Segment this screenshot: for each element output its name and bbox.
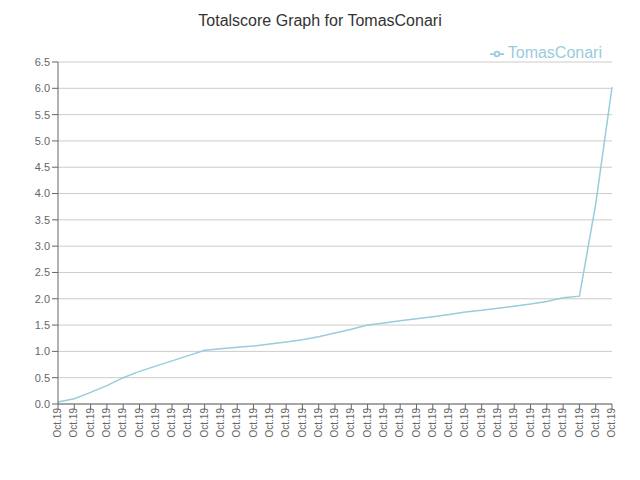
svg-text:5.5: 5.5: [35, 109, 50, 121]
svg-text:Oct.19: Oct.19: [117, 408, 128, 438]
svg-text:Oct.19: Oct.19: [606, 408, 617, 438]
svg-text:Oct.19: Oct.19: [134, 408, 145, 438]
svg-text:Oct.19: Oct.19: [150, 408, 161, 438]
svg-text:0.5: 0.5: [35, 372, 50, 384]
svg-text:4.5: 4.5: [35, 161, 50, 173]
svg-text:4.0: 4.0: [35, 187, 50, 199]
svg-text:Oct.19: Oct.19: [297, 408, 308, 438]
svg-text:Oct.19: Oct.19: [574, 408, 585, 438]
svg-text:Oct.19: Oct.19: [264, 408, 275, 438]
svg-text:Oct.19: Oct.19: [280, 408, 291, 438]
svg-text:Oct.19: Oct.19: [329, 408, 340, 438]
svg-text:Oct.19: Oct.19: [52, 408, 63, 438]
svg-text:3.0: 3.0: [35, 240, 50, 252]
svg-text:6.0: 6.0: [35, 82, 50, 94]
svg-text:Oct.19: Oct.19: [101, 408, 112, 438]
svg-text:Oct.19: Oct.19: [508, 408, 519, 438]
svg-text:Oct.19: Oct.19: [68, 408, 79, 438]
svg-text:Oct.19: Oct.19: [182, 408, 193, 438]
svg-text:Oct.19: Oct.19: [362, 408, 373, 438]
svg-text:Oct.19: Oct.19: [248, 408, 259, 438]
svg-text:1.0: 1.0: [35, 345, 50, 357]
svg-text:Oct.19: Oct.19: [590, 408, 601, 438]
svg-text:Oct.19: Oct.19: [378, 408, 389, 438]
svg-text:Oct.19: Oct.19: [427, 408, 438, 438]
svg-text:Oct.19: Oct.19: [313, 408, 324, 438]
svg-text:5.0: 5.0: [35, 135, 50, 147]
svg-text:6.5: 6.5: [35, 56, 50, 68]
svg-text:Oct.19: Oct.19: [476, 408, 487, 438]
svg-text:Oct.19: Oct.19: [215, 408, 226, 438]
svg-text:2.0: 2.0: [35, 293, 50, 305]
svg-text:0.0: 0.0: [35, 398, 50, 410]
svg-text:Oct.19: Oct.19: [231, 408, 242, 438]
svg-text:Oct.19: Oct.19: [525, 408, 536, 438]
svg-text:Oct.19: Oct.19: [85, 408, 96, 438]
svg-text:Oct.19: Oct.19: [492, 408, 503, 438]
svg-text:Oct.19: Oct.19: [541, 408, 552, 438]
svg-text:Oct.19: Oct.19: [443, 408, 454, 438]
svg-text:1.5: 1.5: [35, 319, 50, 331]
html-text:Totalscore Graph for TomasCona: Totalscore Graph for TomasConari: [198, 12, 442, 29]
svg-text:Oct.19: Oct.19: [166, 408, 177, 438]
svg-text:Oct.19: Oct.19: [394, 408, 405, 438]
html-text:TomasConari: TomasConari: [507, 44, 602, 61]
svg-text:Oct.19: Oct.19: [557, 408, 568, 438]
svg-text:Oct.19: Oct.19: [459, 408, 470, 438]
svg-text:2.5: 2.5: [35, 266, 50, 278]
svg-text:Oct.19: Oct.19: [345, 408, 356, 438]
svg-text:Oct.19: Oct.19: [411, 408, 422, 438]
svg-text:Oct.19: Oct.19: [199, 408, 210, 438]
svg-text:3.5: 3.5: [35, 214, 50, 226]
